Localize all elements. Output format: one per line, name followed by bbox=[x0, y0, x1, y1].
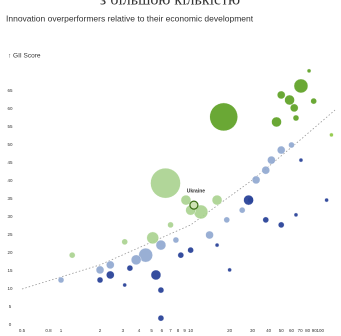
bubble bbox=[298, 157, 304, 163]
bubble bbox=[121, 238, 128, 246]
bubble bbox=[157, 286, 165, 294]
annotation-marker bbox=[189, 200, 199, 210]
bubble bbox=[157, 314, 165, 322]
bubble bbox=[57, 276, 65, 284]
bubble bbox=[150, 167, 181, 199]
x-tick-label: 40 bbox=[266, 328, 272, 333]
y-axis-label: ↑ GII Score bbox=[8, 53, 41, 60]
bubble bbox=[306, 68, 312, 74]
bubble bbox=[267, 155, 276, 165]
chart-title: Innovation overperformers relative to th… bbox=[6, 13, 254, 23]
y-tick-label: 60 bbox=[7, 106, 13, 111]
bubble bbox=[227, 267, 232, 273]
y-tick-label: 0 bbox=[9, 322, 12, 327]
y-tick-label: 35 bbox=[7, 196, 13, 201]
bubble bbox=[180, 194, 192, 206]
bubble bbox=[278, 221, 285, 229]
bubble bbox=[187, 246, 194, 254]
x-tick-label: 10 bbox=[188, 328, 194, 333]
bubble bbox=[214, 242, 220, 248]
bubble bbox=[95, 265, 105, 275]
bubble bbox=[251, 175, 261, 185]
x-tick-label: 0.5 bbox=[19, 328, 26, 333]
x-tick-label: 30 bbox=[250, 328, 256, 333]
bubble bbox=[130, 254, 142, 266]
bubble bbox=[284, 94, 295, 106]
bubble bbox=[288, 141, 295, 149]
y-tick-label: 50 bbox=[7, 142, 13, 147]
bubble bbox=[177, 251, 185, 259]
x-tick-label: 0.8 bbox=[45, 328, 52, 333]
bubble bbox=[277, 90, 286, 100]
bubble bbox=[69, 251, 76, 259]
bubble bbox=[223, 216, 230, 224]
bubble bbox=[262, 216, 269, 224]
x-tick-label: 100 bbox=[316, 328, 324, 333]
bubble bbox=[324, 197, 329, 203]
x-tick-label: 60 bbox=[289, 328, 295, 333]
x-tick-label: 3 bbox=[122, 328, 125, 333]
x-tick-label: 8 bbox=[177, 328, 180, 333]
bubble bbox=[205, 230, 214, 240]
x-tick-label: 2 bbox=[99, 328, 102, 333]
x-tick-label: 9 bbox=[183, 328, 186, 333]
bubble bbox=[293, 212, 299, 218]
annotation-label: Ukraine bbox=[187, 188, 206, 194]
bubble bbox=[211, 194, 223, 206]
bubble bbox=[146, 231, 159, 245]
y-tick-label: 20 bbox=[7, 250, 13, 255]
bubble bbox=[239, 206, 246, 214]
y-tick-label: 55 bbox=[7, 124, 13, 129]
bubble bbox=[122, 282, 127, 288]
bubble bbox=[243, 194, 254, 206]
x-tick-label: 80 bbox=[305, 328, 311, 333]
header-fragment: з більшою кількістю bbox=[100, 0, 240, 9]
bubble bbox=[106, 270, 115, 280]
y-tick-label: 15 bbox=[7, 268, 13, 273]
bubble bbox=[172, 236, 180, 244]
bubble bbox=[271, 116, 282, 128]
y-tick-label: 30 bbox=[7, 214, 13, 219]
bubble bbox=[138, 247, 153, 263]
bubble bbox=[209, 102, 238, 132]
x-tick-label: 70 bbox=[298, 328, 304, 333]
y-tick-label: 5 bbox=[9, 304, 12, 309]
bubble bbox=[150, 269, 162, 281]
y-tick-label: 40 bbox=[7, 178, 13, 183]
bubble bbox=[261, 165, 270, 175]
y-tick-label: 25 bbox=[7, 232, 13, 237]
x-tick-label: 1 bbox=[60, 328, 63, 333]
x-tick-label: 7 bbox=[169, 328, 172, 333]
bubble bbox=[329, 132, 334, 138]
x-tick-label: 50 bbox=[279, 328, 285, 333]
y-tick-label: 65 bbox=[7, 88, 13, 93]
bubble bbox=[293, 78, 309, 94]
bubble bbox=[96, 276, 104, 284]
bubble bbox=[106, 260, 115, 270]
x-tick-label: 5 bbox=[150, 328, 153, 333]
x-tick-label: 20 bbox=[227, 328, 233, 333]
bubble bbox=[155, 239, 167, 251]
bubble bbox=[277, 145, 286, 155]
bubble bbox=[167, 221, 174, 229]
x-tick-label: 90 bbox=[312, 328, 318, 333]
bubble bbox=[310, 97, 317, 105]
y-tick-label: 10 bbox=[7, 286, 13, 291]
bubble bbox=[126, 264, 134, 272]
bubble bbox=[290, 103, 299, 113]
y-tick-label: 45 bbox=[7, 160, 13, 165]
x-tick-label: 6 bbox=[161, 328, 164, 333]
x-tick-label: 4 bbox=[138, 328, 141, 333]
bubble bbox=[292, 114, 300, 122]
